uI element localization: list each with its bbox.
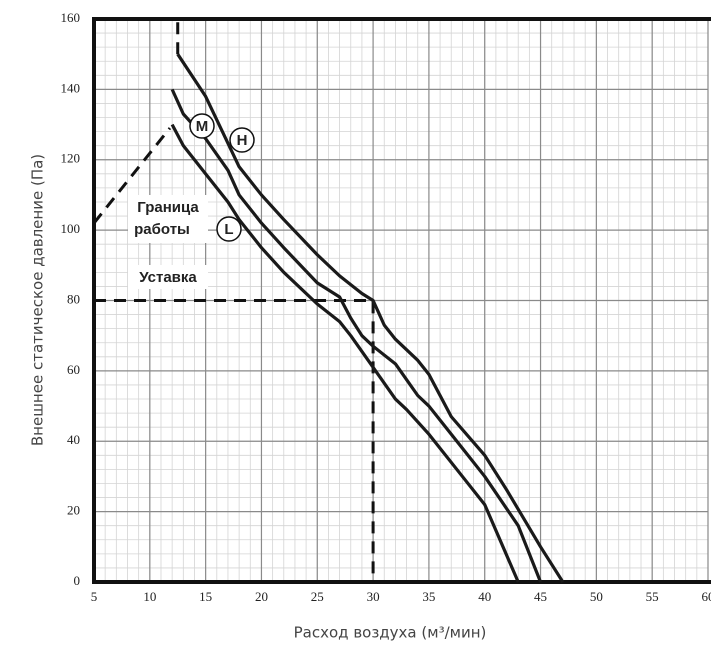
boundary-label: работы [134,221,190,238]
boundary-label: Граница [137,199,199,216]
x-tick-label: 25 [311,589,324,604]
y-tick-label: 60 [67,362,80,377]
x-tick-label: 5 [91,589,98,604]
y-tick-label: 160 [61,10,81,25]
y-tick-label: 80 [67,291,80,306]
label-background [128,265,208,289]
legend-label: H [237,132,248,149]
x-tick-label: 50 [590,589,603,604]
legend-marker [216,216,242,242]
setpoint-label: Уставка [139,269,197,286]
x-tick-label: 45 [534,589,547,604]
setpoint-line [94,299,375,582]
x-tick-label: 20 [255,589,268,604]
x-tick-label: 15 [199,589,212,604]
curve [176,53,565,583]
y-tick-label: 100 [61,221,81,236]
y-tick-label: 20 [67,503,80,518]
x-axis-title: Расход воздуха (м³/мин) [294,624,487,642]
x-tick-label: 10 [143,589,156,604]
x-tick-label: 55 [646,589,659,604]
y-tick-label: 40 [67,432,80,447]
legend-label: M [196,118,209,135]
x-tick-label: 40 [478,589,491,604]
boundary-line [92,19,180,225]
x-tick-label: 35 [422,589,435,604]
x-tick-label: 60 [702,589,711,604]
legend-label: L [224,221,233,238]
label-background [128,195,208,243]
legend-marker [189,113,215,139]
y-tick-label: 140 [61,80,81,95]
y-tick-label: 120 [61,151,81,166]
legend-marker [229,127,255,153]
y-tick-label: 0 [74,573,81,588]
curve [170,88,543,583]
curve [170,123,520,583]
x-tick-label: 30 [367,589,380,604]
y-axis-title: Внешнее статическое давление (Па) [29,154,47,446]
